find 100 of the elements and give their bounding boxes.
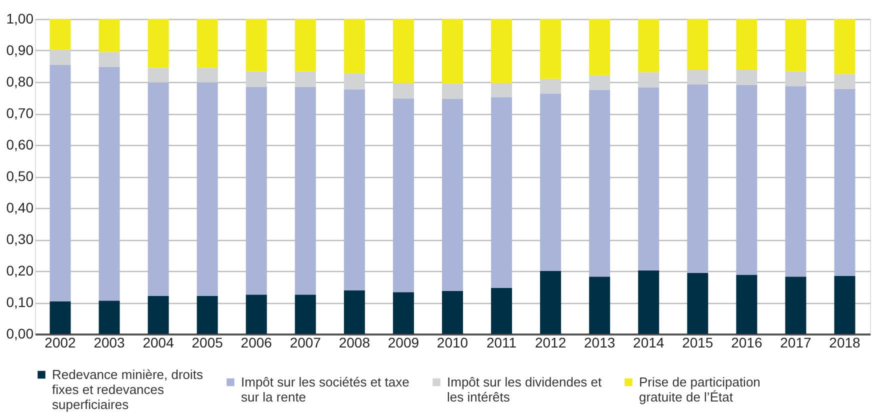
bar: [442, 290, 463, 334]
bar: [834, 276, 856, 334]
bar: [98, 19, 120, 52]
x-tick-label: 2009: [388, 334, 420, 350]
x-tick-label: 2015: [682, 334, 714, 350]
bar: [638, 72, 660, 88]
y-tick-label: 0,60: [6, 136, 34, 152]
bar: [785, 71, 806, 86]
bar: [50, 19, 71, 50]
y-tick-label: 0,50: [6, 168, 34, 184]
x-tick-label: 2016: [731, 334, 762, 350]
bar: [834, 19, 856, 74]
bar: [392, 292, 414, 334]
bar: [589, 19, 610, 76]
bar: [540, 78, 562, 94]
bar: [246, 19, 267, 72]
bar: [589, 276, 610, 334]
bar: [491, 97, 512, 288]
y-tick-label: 0,80: [6, 74, 34, 90]
bar: [148, 296, 169, 334]
x-tick-label: 2005: [192, 334, 224, 350]
bar: [98, 300, 120, 334]
y-tick-label: 0,00: [6, 326, 34, 342]
y-tick-label: 0,90: [6, 42, 34, 58]
bar: [344, 73, 365, 90]
bar: [834, 88, 856, 276]
bar: [50, 50, 71, 65]
bar: [442, 19, 463, 84]
legend-label: Impôt sur les dividendes et les intérêts: [447, 374, 602, 404]
bar: [491, 82, 512, 98]
bar: [589, 90, 610, 277]
bar: [638, 270, 660, 334]
bar: [736, 70, 758, 85]
bar: [98, 52, 120, 67]
bar: [246, 86, 267, 295]
bar: [196, 19, 218, 68]
bar: [540, 94, 562, 271]
bar: [344, 290, 365, 334]
y-tick-label: 0,70: [6, 105, 34, 121]
bar: [98, 66, 120, 301]
y-tick-label: 0,10: [6, 294, 34, 310]
x-tick-label: 2004: [142, 334, 174, 350]
bar: [442, 99, 463, 291]
bar: [294, 294, 316, 334]
bar: [736, 84, 758, 275]
bar: [834, 74, 856, 89]
bar: [246, 294, 267, 334]
bar: [687, 19, 708, 70]
x-tick-label: 2013: [584, 334, 616, 350]
bar: [589, 75, 610, 90]
x-tick-label: 2006: [240, 334, 272, 350]
x-tick-label: 2003: [94, 334, 126, 350]
bar: [392, 98, 414, 292]
x-tick-label: 2010: [436, 334, 468, 350]
bar: [491, 288, 512, 334]
bar: [246, 71, 267, 87]
bar: [540, 271, 562, 334]
bar: [736, 274, 758, 334]
bar: [294, 86, 316, 295]
bar: [50, 64, 71, 302]
y-tick-label: 1,00: [6, 10, 34, 26]
bar: [148, 19, 169, 68]
bar: [148, 68, 169, 82]
bar: [148, 82, 169, 296]
bar: [785, 19, 806, 72]
legend-label: Impôt sur les sociétés et taxe sur la rente: [241, 374, 410, 404]
bar: [196, 82, 218, 296]
y-tick-label: 0,40: [6, 200, 34, 216]
bar: [687, 84, 708, 273]
bar: [50, 301, 71, 334]
bar: [344, 89, 365, 290]
bar: [736, 19, 758, 70]
legend-label: Redevance minière, droits fixes et redevances superficiaires: [52, 366, 204, 412]
y-tick-label: 0,30: [6, 231, 34, 247]
bar: [344, 19, 365, 74]
bar: [392, 19, 414, 83]
x-tick-label: 2002: [44, 334, 76, 350]
bar: [687, 70, 708, 84]
y-tick-label: 0,20: [6, 262, 34, 278]
bar: [442, 84, 463, 100]
x-tick-label: 2007: [290, 334, 322, 350]
x-tick-label: 2014: [633, 334, 664, 350]
x-tick-label: 2008: [338, 334, 370, 350]
x-tick-label: 2017: [780, 334, 812, 350]
legend-label: Prise de participation gratuite de l’État: [639, 374, 760, 404]
bar: [638, 19, 660, 72]
bar: [785, 86, 806, 277]
bar: [785, 276, 806, 334]
x-tick-label: 2012: [534, 334, 566, 350]
bar: [540, 19, 562, 79]
x-tick-label: 2018: [829, 334, 861, 350]
bar: [196, 296, 218, 334]
bar: [687, 272, 708, 334]
bar: [491, 19, 512, 83]
bar: [196, 68, 218, 82]
bar: [392, 82, 414, 98]
x-tick-label: 2011: [486, 334, 517, 350]
bar: [638, 87, 660, 270]
bar: [294, 71, 316, 87]
bar: [294, 19, 316, 72]
